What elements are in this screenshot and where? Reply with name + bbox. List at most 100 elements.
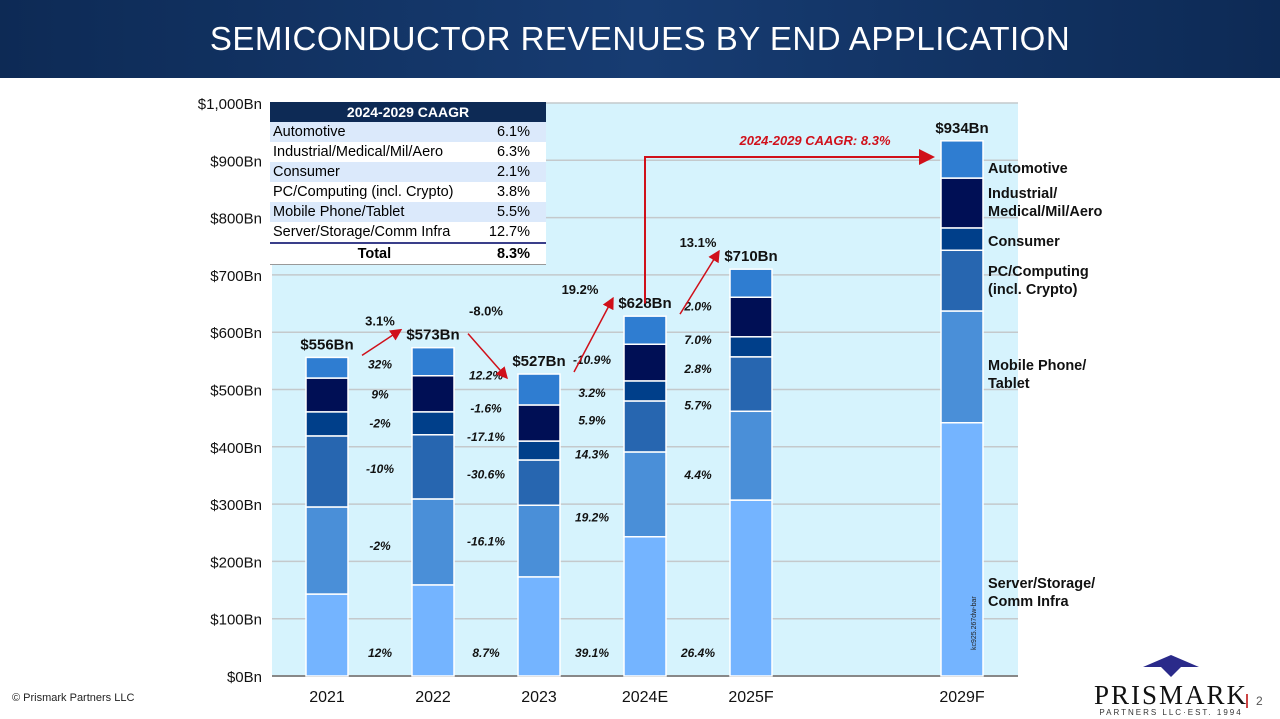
segment-growth-label: 12% [368, 646, 392, 660]
segment-growth-label: -2% [369, 539, 391, 553]
table-row: Mobile Phone/Tablet 5.5% [270, 202, 546, 222]
copyright: © Prismark Partners LLC [12, 692, 135, 704]
segment-growth-label: -1.6% [470, 401, 502, 415]
bar-segment [517, 576, 561, 677]
y-tick-label: $1,000Bn [198, 96, 262, 113]
bar-segment [623, 400, 667, 453]
bar-segment [729, 268, 773, 298]
caagr-table: 2024-2029 CAAGR Automotive 6.1% Industria… [270, 102, 546, 265]
segment-growth-label: -2% [369, 417, 391, 431]
table-row: Automotive 6.1% [270, 122, 546, 142]
y-tick-label: $500Bn [210, 383, 262, 400]
bar-segment [411, 584, 455, 677]
table-row: Consumer 2.1% [270, 162, 546, 182]
bar-segment [623, 315, 667, 345]
segment-growth-label: -30.6% [467, 468, 505, 482]
caagr-arrow [644, 149, 935, 304]
bar-segment [517, 504, 561, 578]
bar-segment [517, 440, 561, 461]
row-value: 5.5% [478, 202, 546, 222]
x-tick-label: 2021 [309, 689, 345, 706]
segment-growth-label: 12.2% [469, 369, 503, 383]
y-tick-label: $800Bn [210, 211, 262, 228]
bar-segment [729, 356, 773, 413]
total-label: $527Bn [512, 353, 565, 370]
bar-segment [305, 377, 349, 413]
y-tick-label: $900Bn [210, 153, 262, 170]
row-label: Server/Storage/Comm Infra [273, 224, 451, 240]
segment-growth-label: 39.1% [575, 646, 609, 660]
total-growth-label: 3.1% [365, 314, 395, 329]
segment-growth-label: 9% [371, 387, 389, 401]
bar-segment [729, 410, 773, 501]
x-tick-label: 2024E [622, 689, 668, 706]
growth-arrow [467, 333, 508, 380]
series-label: Tablet [988, 376, 1030, 392]
y-tick-label: $700Bn [210, 268, 262, 285]
series-label: Server/Storage/ [988, 576, 1095, 592]
segment-growth-label: 7.0% [684, 333, 712, 347]
total-label: $556Bn [300, 336, 353, 353]
x-tick-label: 2023 [521, 689, 557, 706]
bar-segment [729, 296, 773, 338]
segment-growth-label: 2.8% [683, 362, 712, 376]
total-label: $710Bn [724, 248, 777, 265]
series-label: Automotive [988, 161, 1068, 177]
row-value: 6.3% [496, 144, 530, 160]
table-total-row: Total 8.3% [270, 242, 546, 265]
title-banner: SEMICONDUCTOR REVENUES BY END APPLICATIO… [0, 0, 1280, 78]
watermark-code: kc925.267dw-bar [971, 596, 978, 650]
bar-segment [411, 434, 455, 500]
bar-segment [940, 249, 984, 312]
bar-segment [517, 404, 561, 442]
bar-segment [940, 310, 984, 424]
bar-segment [411, 346, 455, 377]
bar-segment [940, 227, 984, 252]
total-growth-label: 19.2% [562, 282, 599, 297]
logo-mark-icon [1143, 655, 1200, 677]
row-value: 3.8% [496, 184, 530, 200]
total-growth-label: -8.0% [469, 304, 503, 319]
total-value: 8.3% [478, 242, 546, 265]
table-row: PC/Computing (incl. Crypto) 3.8% [270, 182, 546, 202]
segment-growth-label: 32% [368, 358, 392, 372]
series-label: Mobile Phone/ [988, 358, 1086, 374]
segment-growth-label: -17.1% [467, 430, 505, 444]
row-value: 6.1% [478, 122, 546, 142]
total-label: Total [270, 242, 479, 265]
bar-segment [517, 459, 561, 506]
segment-growth-label: 3.2% [578, 386, 606, 400]
segment-growth-label: 8.7% [472, 646, 500, 660]
series-label: PC/Computing [988, 264, 1089, 280]
x-tick-label: 2022 [415, 689, 451, 706]
segment-growth-label: 14.3% [575, 448, 609, 462]
total-label: $573Bn [406, 327, 459, 344]
table-header: 2024-2029 CAAGR [270, 102, 546, 122]
bar-segment [729, 499, 773, 677]
bar-segment [305, 356, 349, 379]
page-number: 2 [1246, 694, 1263, 708]
y-tick-label: $300Bn [210, 497, 262, 514]
segment-growth-label: 26.4% [680, 646, 715, 660]
row-label: Industrial/Medical/Mil/Aero [273, 144, 444, 160]
caagr-annotation: 2024-2029 CAAGR: 8.3% [738, 133, 890, 148]
segment-growth-label: 5.7% [684, 398, 712, 412]
series-label: (incl. Crypto) [988, 282, 1078, 298]
segment-growth-label: -10.9% [573, 353, 611, 367]
x-tick-label: 2029F [939, 689, 985, 706]
bar-segment [623, 380, 667, 402]
total-growth-label: 13.1% [680, 235, 717, 250]
bar-segment [305, 593, 349, 677]
y-tick-label: $600Bn [210, 325, 262, 342]
bar-segment [623, 343, 667, 382]
bar-segment [729, 336, 773, 358]
segment-growth-label: -10% [366, 462, 394, 476]
slide-title: SEMICONDUCTOR REVENUES BY END APPLICATIO… [209, 20, 1071, 57]
growth-arrow [573, 296, 614, 373]
table-row: Industrial/Medical/Mil/Aero 6.3% [270, 142, 546, 162]
y-tick-label: $0Bn [227, 669, 262, 686]
growth-arrow [361, 328, 403, 357]
row-label: Mobile Phone/Tablet [270, 202, 479, 222]
segment-growth-label: 5.9% [578, 414, 606, 428]
